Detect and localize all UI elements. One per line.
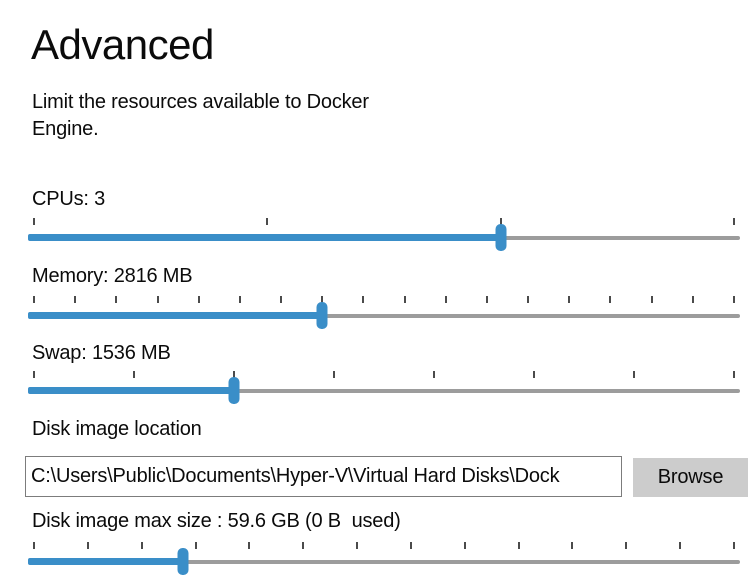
swap-slider[interactable] xyxy=(28,371,740,411)
slider-ticks xyxy=(33,296,735,304)
page-description: Limit the resources available to Docker … xyxy=(32,91,369,140)
tick-mark xyxy=(248,542,251,549)
tick-mark xyxy=(156,296,159,303)
slider-track[interactable] xyxy=(28,389,740,393)
slider-ticks xyxy=(33,218,735,226)
tick-mark xyxy=(691,296,694,303)
slider-thumb[interactable] xyxy=(177,548,189,575)
tick-mark xyxy=(463,542,466,549)
tick-mark xyxy=(733,371,735,378)
browse-button[interactable]: Browse xyxy=(633,458,748,497)
slider-thumb[interactable] xyxy=(316,302,328,329)
tick-mark xyxy=(533,371,535,378)
slider-fill xyxy=(28,234,502,241)
memory-slider[interactable] xyxy=(28,296,740,336)
slider-track[interactable] xyxy=(28,560,740,564)
tick-mark xyxy=(302,542,305,549)
tick-mark xyxy=(733,218,735,225)
tick-mark xyxy=(499,218,502,225)
tick-mark xyxy=(609,296,612,303)
slider-fill xyxy=(28,312,323,319)
slider-fill xyxy=(28,558,184,565)
swap-label: Swap: 1536 MB xyxy=(32,342,171,364)
tick-mark xyxy=(485,296,488,303)
tick-mark xyxy=(133,371,135,378)
tick-mark xyxy=(280,296,283,303)
slider-thumb[interactable] xyxy=(495,224,507,251)
slider-ticks xyxy=(33,542,735,550)
tick-mark xyxy=(233,371,235,378)
cpus-label: CPUs: 3 xyxy=(32,188,106,210)
tick-mark xyxy=(266,218,269,225)
tick-mark xyxy=(74,296,77,303)
tick-mark xyxy=(33,218,35,225)
tick-mark xyxy=(444,296,447,303)
tick-mark xyxy=(527,296,530,303)
tick-mark xyxy=(403,296,406,303)
memory-label: Memory: 2816 MB xyxy=(32,265,193,287)
tick-mark xyxy=(238,296,241,303)
page-title: Advanced xyxy=(31,21,214,68)
slider-thumb[interactable] xyxy=(228,377,240,404)
tick-mark xyxy=(633,371,635,378)
slider-ticks xyxy=(33,371,735,379)
tick-mark xyxy=(679,542,682,549)
tick-mark xyxy=(333,371,335,378)
disk-max-size-label: Disk image max size : 59.6 GB (0 B used) xyxy=(32,510,401,532)
tick-mark xyxy=(362,296,365,303)
tick-mark xyxy=(568,296,571,303)
disk-max-size-slider[interactable] xyxy=(28,542,740,580)
tick-mark xyxy=(517,542,520,549)
slider-track[interactable] xyxy=(28,314,740,318)
slider-fill xyxy=(28,387,234,394)
tick-mark xyxy=(733,296,735,303)
tick-mark xyxy=(433,371,435,378)
tick-mark xyxy=(625,542,628,549)
tick-mark xyxy=(115,296,118,303)
tick-mark xyxy=(409,542,412,549)
tick-mark xyxy=(33,542,35,549)
tick-mark xyxy=(194,542,197,549)
tick-mark xyxy=(33,371,35,378)
tick-mark xyxy=(197,296,200,303)
tick-mark xyxy=(650,296,653,303)
tick-mark xyxy=(140,542,143,549)
tick-mark xyxy=(571,542,574,549)
tick-mark xyxy=(86,542,89,549)
tick-mark xyxy=(356,542,359,549)
tick-mark xyxy=(33,296,35,303)
tick-mark xyxy=(733,542,735,549)
tick-mark xyxy=(321,296,324,303)
disk-location-input[interactable] xyxy=(25,456,622,497)
disk-location-label: Disk image location xyxy=(32,418,202,440)
cpus-slider[interactable] xyxy=(28,218,740,258)
